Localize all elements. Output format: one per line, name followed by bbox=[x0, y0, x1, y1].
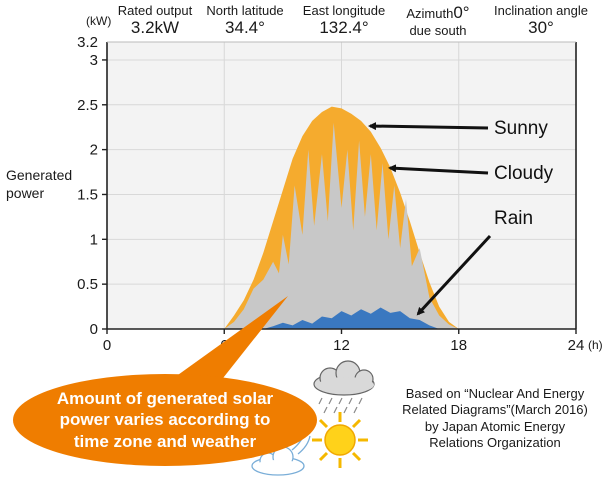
y-tick-label: 0.5 bbox=[77, 276, 98, 293]
source-note-line-1: Based on “Nuclear And Energy bbox=[405, 386, 585, 401]
azimuth-value: 0° bbox=[453, 3, 470, 22]
x-tick-label: 12 bbox=[333, 337, 350, 354]
series-areas bbox=[224, 106, 459, 329]
inclination-angle-value: 30° bbox=[528, 18, 554, 37]
arrow-sunny bbox=[368, 122, 489, 131]
source-note: Based on “Nuclear And Energy Related Dia… bbox=[375, 386, 615, 451]
y-axis-label: Generated power bbox=[6, 166, 72, 202]
y-tick-label: 1.5 bbox=[77, 186, 98, 203]
arrow-rain bbox=[416, 234, 492, 316]
callout-line-3: time zone and weather bbox=[73, 431, 257, 451]
north-latitude: North latitude 34.4° bbox=[196, 4, 294, 36]
azimuth: Azimuth0° due south bbox=[398, 4, 478, 37]
y-tick-label: 0 bbox=[90, 321, 98, 338]
rain-cloud-icon bbox=[313, 360, 375, 414]
rated-output: Rated output 3.2kW bbox=[112, 4, 198, 36]
y-tick-label: 1 bbox=[90, 231, 98, 248]
east-longitude-value: 132.4° bbox=[319, 18, 369, 37]
east-longitude-label: East longitude bbox=[302, 3, 386, 18]
y-axis-label-line-2: power bbox=[6, 185, 45, 202]
callout-line-2: power varies according to bbox=[59, 410, 271, 430]
north-latitude-label: North latitude bbox=[206, 3, 284, 18]
y-tick-label: 3.2 bbox=[77, 34, 98, 51]
x-tick-label: 0 bbox=[103, 337, 111, 354]
azimuth-label: Azimuth bbox=[406, 6, 454, 21]
area-rain bbox=[263, 307, 440, 329]
source-note-line-2: Related Diagrams”(March 2016) bbox=[402, 402, 588, 418]
x-tick-label: 24 bbox=[568, 337, 585, 354]
area-cloudy bbox=[224, 122, 459, 329]
label-sunny: Sunny bbox=[494, 118, 548, 139]
y-tick-label: 2 bbox=[90, 142, 98, 159]
sun-icon bbox=[312, 412, 368, 468]
x-tick-label: 18 bbox=[450, 337, 467, 354]
rated-output-value: 3.2kW bbox=[130, 18, 180, 37]
north-latitude-value: 34.4° bbox=[225, 18, 265, 37]
east-longitude: East longitude 132.4° bbox=[294, 4, 394, 36]
azimuth-sub: due south bbox=[409, 23, 467, 38]
label-cloudy: Cloudy bbox=[494, 163, 554, 184]
x-unit-label: (h) bbox=[588, 338, 603, 352]
arrow-cloudy bbox=[388, 164, 489, 175]
rated-output-label: Rated output bbox=[117, 3, 193, 18]
y-axis-label-line-1: Generated bbox=[6, 167, 73, 183]
source-note-line-3: by Japan Atomic Energy bbox=[424, 418, 566, 434]
y-tick-label: 2.5 bbox=[77, 97, 98, 114]
y-unit-label: (kW) bbox=[86, 14, 112, 28]
decorations bbox=[13, 296, 375, 476]
small-cloud-icon bbox=[251, 429, 311, 476]
annotations: Sunny Cloudy Rain bbox=[368, 118, 554, 316]
callout-bubble bbox=[13, 296, 317, 466]
y-tick-label: 3 bbox=[90, 52, 98, 69]
inclination-angle: Inclination angle 30° bbox=[478, 4, 604, 36]
callout-text: Amount of generated solar power varies a… bbox=[22, 388, 308, 452]
callout-line-1: Amount of generated solar bbox=[56, 389, 274, 408]
azimuth-line: Azimuth0° bbox=[398, 4, 478, 21]
inclination-angle-label: Inclination angle bbox=[494, 3, 588, 18]
source-note-line-4: Relations Organization bbox=[429, 434, 561, 450]
label-rain: Rain bbox=[494, 208, 533, 229]
